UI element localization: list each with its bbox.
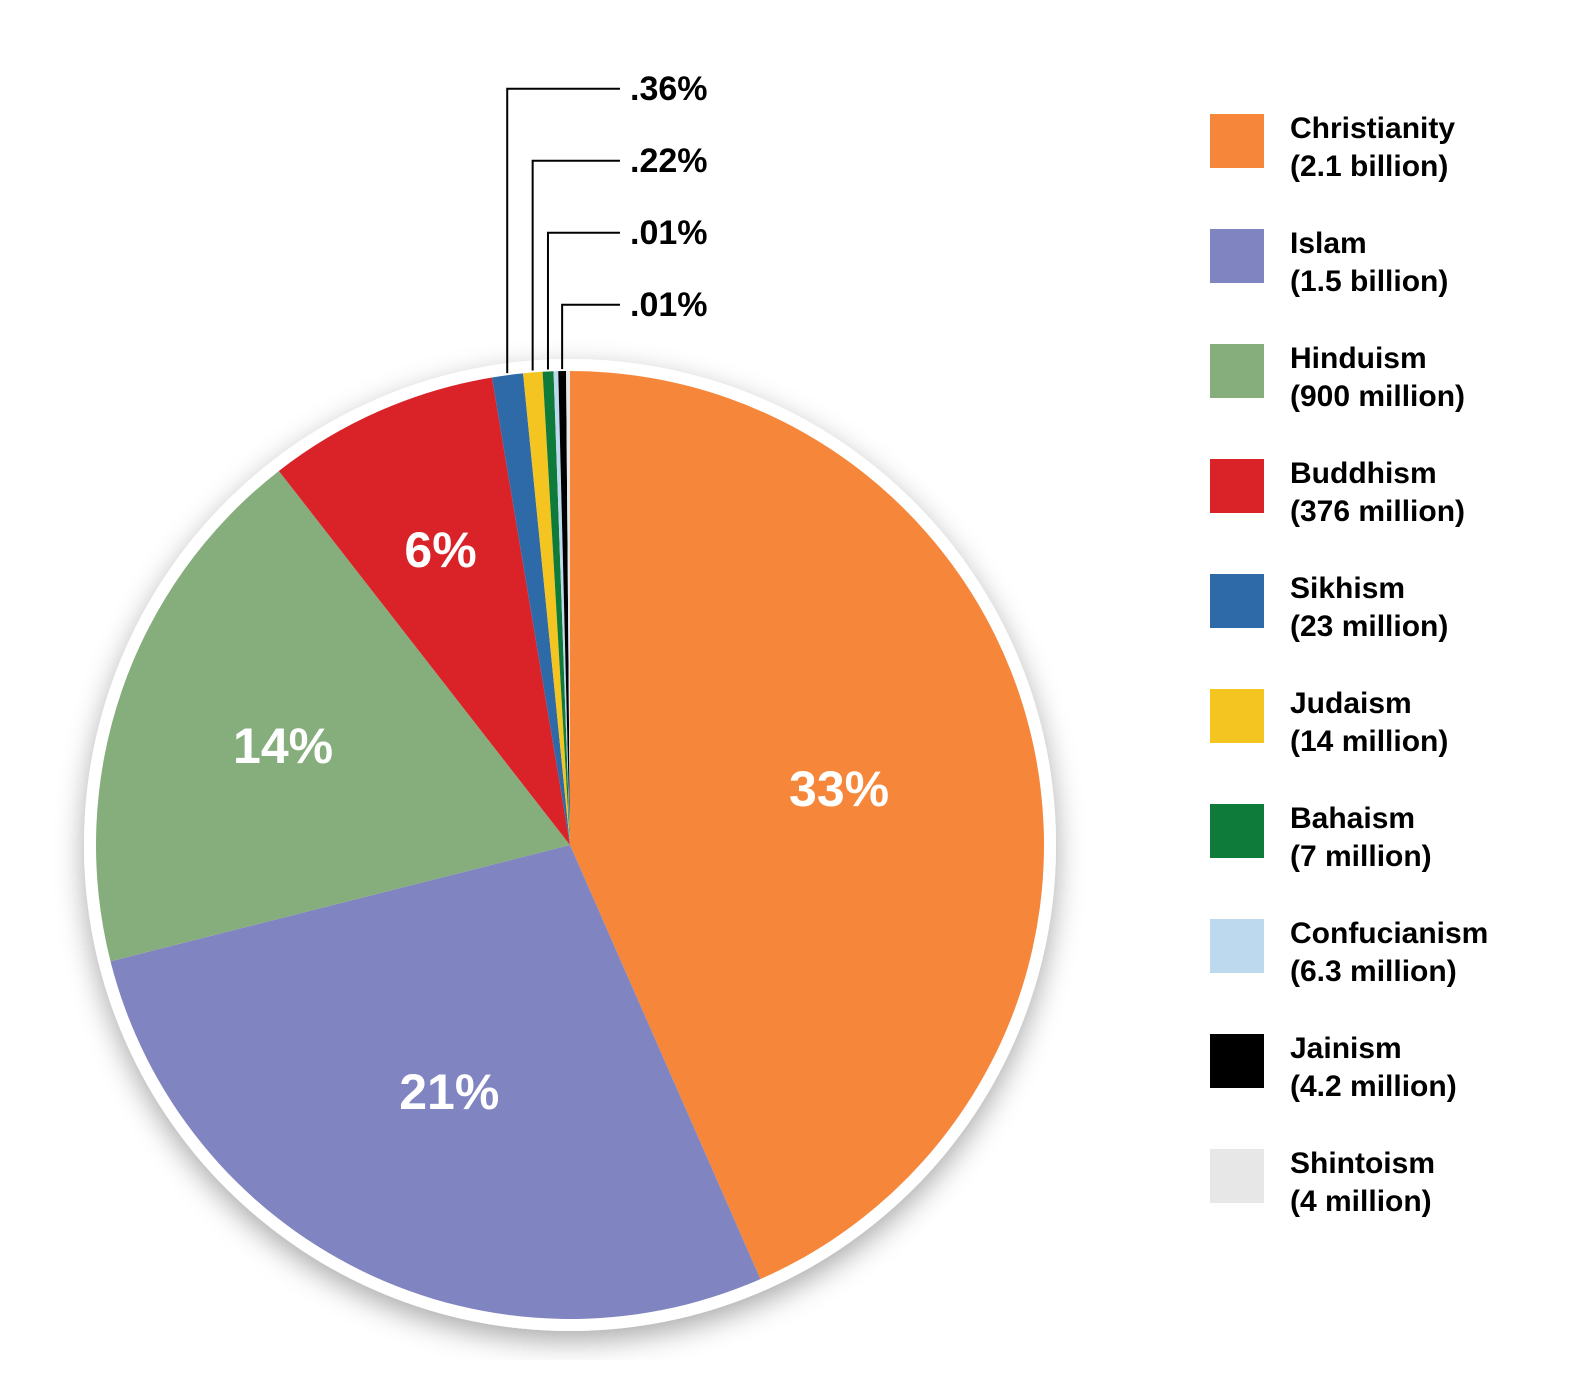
callout-label-sikhism: .36% bbox=[630, 70, 708, 109]
legend-item-bahaism: Bahaism(7 million) bbox=[1210, 800, 1570, 875]
legend-item-hinduism: Hinduism(900 million) bbox=[1210, 340, 1570, 415]
legend-swatch bbox=[1210, 1149, 1264, 1203]
callout-line-judaism bbox=[533, 161, 620, 371]
legend-item-jainism: Jainism(4.2 million) bbox=[1210, 1030, 1570, 1105]
legend-population: (14 million) bbox=[1290, 723, 1448, 761]
legend-population: (1.5 billion) bbox=[1290, 263, 1448, 301]
legend-population: (7 million) bbox=[1290, 838, 1432, 876]
legend-item-judaism: Judaism(14 million) bbox=[1210, 685, 1570, 760]
slice-label-buddhism: 6% bbox=[404, 521, 476, 579]
legend-name: Shintoism bbox=[1290, 1145, 1435, 1183]
callout-line-sikhism bbox=[507, 89, 620, 373]
callout-label-judaism: .22% bbox=[630, 142, 708, 181]
legend-swatch bbox=[1210, 574, 1264, 628]
slice-label-hinduism: 14% bbox=[233, 717, 333, 775]
legend-text: Bahaism(7 million) bbox=[1290, 800, 1432, 875]
legend-swatch bbox=[1210, 229, 1264, 283]
legend-name: Confucianism bbox=[1290, 915, 1488, 953]
pie-svg bbox=[40, 40, 1100, 1360]
legend-text: Buddhism(376 million) bbox=[1290, 455, 1465, 530]
legend-text: Sikhism(23 million) bbox=[1290, 570, 1448, 645]
legend-population: (4.2 million) bbox=[1290, 1068, 1457, 1106]
legend-swatch bbox=[1210, 919, 1264, 973]
legend-population: (2.1 billion) bbox=[1290, 148, 1455, 186]
legend-name: Jainism bbox=[1290, 1030, 1457, 1068]
legend-population: (376 million) bbox=[1290, 493, 1465, 531]
legend-name: Buddhism bbox=[1290, 455, 1465, 493]
legend-swatch bbox=[1210, 804, 1264, 858]
legend-item-buddhism: Buddhism(376 million) bbox=[1210, 455, 1570, 530]
legend-name: Bahaism bbox=[1290, 800, 1432, 838]
legend-text: Islam(1.5 billion) bbox=[1290, 225, 1448, 300]
legend-swatch bbox=[1210, 1034, 1264, 1088]
legend-swatch bbox=[1210, 114, 1264, 168]
callout-label-jainism: .01% bbox=[630, 286, 708, 325]
legend-text: Christianity(2.1 billion) bbox=[1290, 110, 1455, 185]
legend-name: Christianity bbox=[1290, 110, 1455, 148]
callout-lines bbox=[507, 89, 620, 373]
legend-text: Hinduism(900 million) bbox=[1290, 340, 1465, 415]
slice-label-islam: 21% bbox=[399, 1063, 499, 1121]
legend-item-christianity: Christianity(2.1 billion) bbox=[1210, 110, 1570, 185]
legend-name: Judaism bbox=[1290, 685, 1448, 723]
slice-label-christianity: 33% bbox=[789, 760, 889, 818]
legend-text: Confucianism(6.3 million) bbox=[1290, 915, 1488, 990]
legend-name: Hinduism bbox=[1290, 340, 1465, 378]
legend-name: Sikhism bbox=[1290, 570, 1448, 608]
legend-item-sikhism: Sikhism(23 million) bbox=[1210, 570, 1570, 645]
legend-item-islam: Islam(1.5 billion) bbox=[1210, 225, 1570, 300]
legend-text: Shintoism(4 million) bbox=[1290, 1145, 1435, 1220]
callout-label-bahaism: .01% bbox=[630, 214, 708, 253]
legend-text: Jainism(4.2 million) bbox=[1290, 1030, 1457, 1105]
chart-stage: 33% 21% 14% 6% .36% .22% .01% .01% Christianity… bbox=[0, 0, 1586, 1392]
legend-swatch bbox=[1210, 689, 1264, 743]
callout-line-bahaism bbox=[548, 233, 620, 370]
legend-swatch bbox=[1210, 459, 1264, 513]
legend-population: (4 million) bbox=[1290, 1183, 1435, 1221]
legend-item-shintoism: Shintoism(4 million) bbox=[1210, 1145, 1570, 1220]
legend-population: (23 million) bbox=[1290, 608, 1448, 646]
legend-swatch bbox=[1210, 344, 1264, 398]
pie-chart: 33% 21% 14% 6% .36% .22% .01% .01% bbox=[40, 40, 1100, 1360]
legend: Christianity(2.1 billion) Islam(1.5 billi… bbox=[1210, 110, 1570, 1260]
legend-population: (6.3 million) bbox=[1290, 953, 1488, 991]
legend-population: (900 million) bbox=[1290, 378, 1465, 416]
legend-text: Judaism(14 million) bbox=[1290, 685, 1448, 760]
legend-name: Islam bbox=[1290, 225, 1448, 263]
legend-item-confucianism: Confucianism(6.3 million) bbox=[1210, 915, 1570, 990]
